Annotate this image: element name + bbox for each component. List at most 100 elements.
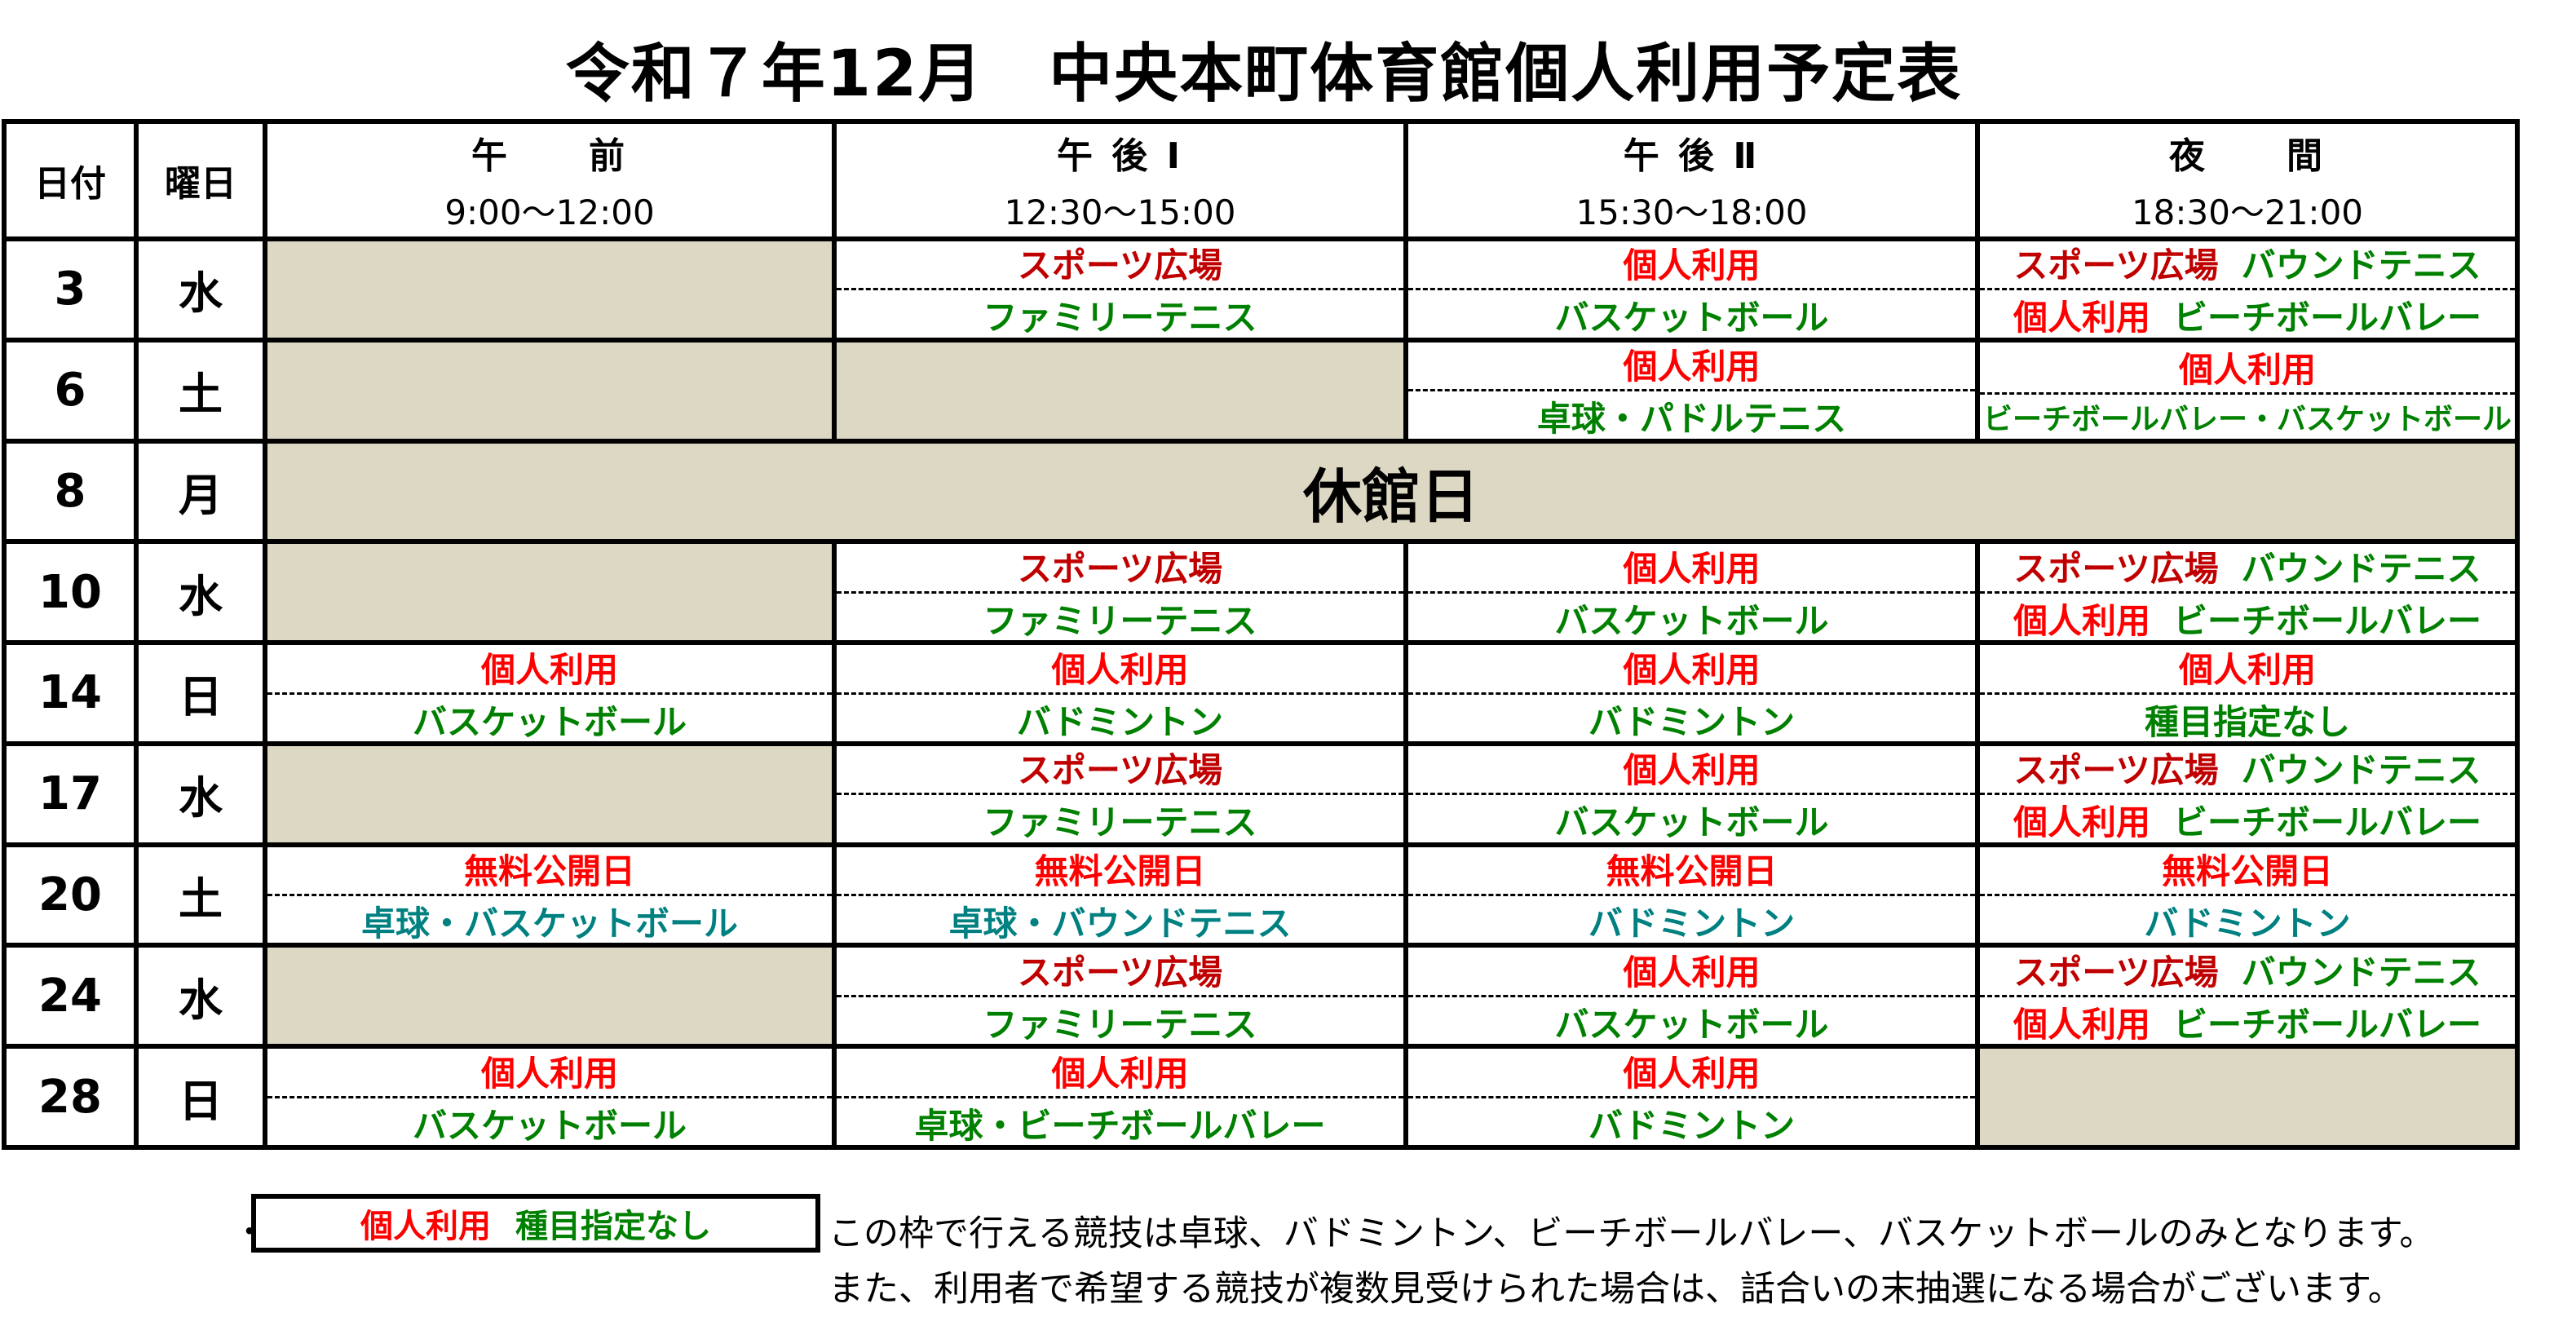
slot-text: スポーツ広場	[2013, 952, 2219, 992]
row-day: 水	[139, 948, 263, 1045]
schedule-slot: 無料公開日バドミントン	[1980, 846, 2515, 944]
slot-text: 種目指定なし	[2144, 701, 2350, 741]
slot-text: 無料公開日	[1606, 851, 1778, 892]
slot-text: 個人利用	[1623, 548, 1761, 589]
slot-text: スポーツ広場	[1017, 245, 1223, 286]
slot-text: スポーツ広場	[1017, 952, 1223, 992]
slot-text: 卓球・パドルテニス	[1536, 399, 1847, 439]
slot-text: ファミリーテニス	[983, 298, 1257, 338]
header-slot-1: 午 後 Ⅰ 12:30～15:00	[837, 124, 1403, 236]
schedule-slot: スポーツ広場 ファミリーテニス	[837, 241, 1403, 338]
row-date: 24	[7, 948, 134, 1045]
slot-text: ファミリーテニス	[983, 1004, 1257, 1045]
row-date: 28	[7, 1049, 134, 1145]
header-slot-3: 夜 間 18:30～21:00	[1980, 124, 2515, 236]
slot-unavailable	[1980, 1049, 2515, 1145]
slot-line: バスケットボール	[1408, 997, 1975, 1044]
slot-text: バウンドテニス	[2241, 245, 2481, 286]
slot-line: 無料公開日	[837, 847, 1403, 897]
schedule-slot: 個人利用バスケットボール	[1408, 544, 1975, 641]
schedule-table: 日付 曜日 午 前 9:00～12:00 午 後 Ⅰ 12:30～15:00 午 後 Ⅱ 15…	[2, 119, 2520, 1150]
slot-text: 卓球・バスケットボール	[360, 904, 738, 944]
slot-text: 個人利用	[480, 1053, 618, 1094]
slot-line: 個人利用	[1408, 645, 1975, 695]
page-title: 令和７年12月 中央本町体育館個人利用予定表	[565, 38, 1963, 111]
slot-line: 個人利用	[1408, 746, 1975, 796]
slot-text: スポーツ広場	[2013, 548, 2219, 589]
slot-line: バドミントン	[1408, 896, 1975, 943]
slot-text: 個人利用	[2013, 298, 2150, 338]
slot-text: バスケットボール	[412, 701, 687, 741]
slot-unavailable	[267, 544, 832, 641]
schedule-slot: スポーツ広場 バウンドテニス 個人利用 ビーチボールバレー	[1980, 745, 2515, 842]
slot-line: スポーツ広場	[837, 746, 1403, 796]
slot-text: バウンドテニス	[2241, 952, 2481, 992]
slot-line: 個人利用	[1408, 241, 1975, 291]
slot-text: ファミリーテニス	[983, 802, 1257, 842]
slot-line: スポーツ広場	[837, 241, 1403, 291]
legend-note-2: また、利用者で希望する競技が複数見受けられた場合は、話合いの末抽選になる場合がご…	[828, 1269, 2403, 1310]
slot-text: バスケットボール	[1554, 600, 1829, 641]
slot-line: 卓球・バウンドテニス	[837, 896, 1403, 943]
row-date: 14	[7, 645, 134, 741]
row-date: 3	[7, 241, 134, 338]
slot-line: 個人利用 ビーチボールバレー	[1980, 997, 2515, 1044]
slot-name: 午 後 Ⅱ	[1623, 135, 1761, 177]
slot-text: 個人利用	[1623, 750, 1761, 791]
slot-text: ビーチボールバレー	[2173, 298, 2482, 338]
schedule-slot: 個人利用バスケットボール	[267, 645, 832, 741]
slot-line: 卓球・パドルテニス	[1408, 391, 1975, 438]
schedule-slot: スポーツ広場 ファミリーテニス	[837, 544, 1403, 641]
slot-line: 個人利用	[267, 645, 832, 695]
legend-text: 個人利用	[360, 1208, 491, 1245]
slot-text: 個人利用	[1623, 1053, 1761, 1094]
slot-line: 無料公開日	[1408, 847, 1975, 897]
slot-line: 種目指定なし	[1980, 695, 2515, 741]
schedule-slot: スポーツ広場 バウンドテニス 個人利用 ビーチボールバレー	[1980, 241, 2515, 338]
slot-line: 無料公開日	[1980, 847, 2515, 897]
schedule-slot: 個人利用卓球・パドルテニス	[1408, 342, 1975, 439]
slot-line: スポーツ広場 バウンドテニス	[1980, 241, 2515, 291]
legend-bullet: ・	[233, 1213, 266, 1251]
slot-text: ビーチボールバレー・バスケットボール	[1982, 402, 2512, 436]
slot-text: ビーチボールバレー	[2173, 600, 2482, 641]
row-day: 水	[139, 544, 263, 641]
slot-line: 個人利用	[1980, 645, 2515, 695]
slot-line: ビーチボールバレー・バスケットボール	[1980, 395, 2515, 439]
schedule-slot: 無料公開日 卓球・バスケットボール	[267, 846, 832, 944]
row-day: 日	[139, 1049, 263, 1145]
slot-text: 卓球・バウンドテニス	[948, 904, 1292, 944]
slot-text: 個人利用	[1623, 952, 1761, 992]
slot-text: バスケットボール	[1554, 298, 1829, 338]
slot-name: 午 後 Ⅰ	[1056, 135, 1183, 177]
row-day: 水	[139, 241, 263, 338]
slot-text: 無料公開日	[2161, 851, 2333, 892]
schedule-slot: 個人利用 バドミントン	[1408, 645, 1975, 741]
schedule-slot: 無料公開日卓球・バウンドテニス	[837, 846, 1403, 944]
schedule-slot: 無料公開日 バドミントン	[1408, 846, 1975, 944]
slot-line: 個人利用 ビーチボールバレー	[1980, 290, 2515, 337]
slot-line: 個人利用	[1980, 343, 2515, 395]
slot-line: ファミリーテニス	[837, 290, 1403, 337]
slot-text: 個人利用	[1623, 347, 1761, 387]
slot-time: 15:30～18:00	[1575, 192, 1808, 232]
slot-line: ファミリーテニス	[837, 997, 1403, 1044]
slot-line: 個人利用	[267, 1049, 832, 1098]
slot-text: ビーチボールバレー	[2173, 802, 2482, 842]
slot-line: ファミリーテニス	[837, 795, 1403, 842]
slot-line: 個人利用	[1408, 948, 1975, 997]
schedule-slot: 個人利用バスケットボール	[1408, 948, 1975, 1045]
slot-text: バウンドテニス	[2241, 548, 2481, 589]
slot-text: バドミントン	[2144, 904, 2351, 944]
slot-text: 個人利用	[1623, 245, 1761, 286]
slot-text: 個人利用	[2178, 649, 2316, 690]
slot-text: バスケットボール	[1554, 802, 1829, 842]
row-day: 土	[139, 846, 263, 944]
schedule-slot: スポーツ広場 バウンドテニス 個人利用 ビーチボールバレー	[1980, 948, 2515, 1045]
slot-text: 個人利用	[2013, 1004, 2150, 1045]
header-date: 日付	[7, 124, 134, 236]
legend-text: 種目指定なし	[515, 1208, 711, 1245]
slot-line: スポーツ広場 バウンドテニス	[1980, 948, 2515, 997]
slot-text: スポーツ広場	[1017, 548, 1223, 589]
row-day: 日	[139, 645, 263, 741]
